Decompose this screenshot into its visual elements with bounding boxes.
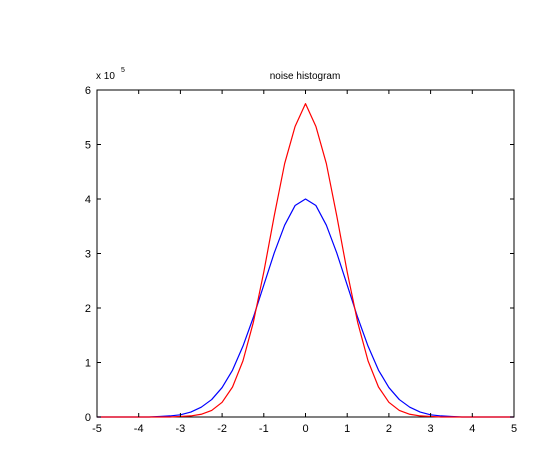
y-axis: 0 1 2 3 4 5 6: [85, 85, 514, 424]
x-tick-label: -5: [92, 423, 102, 435]
x-tick-label: -3: [176, 423, 186, 435]
x-tick-label: 4: [469, 423, 475, 435]
x-tick-label: -4: [134, 423, 144, 435]
y-tick-label: 6: [85, 85, 91, 97]
y-tick-label: 1: [85, 358, 91, 370]
y-scale-exponent: 5: [121, 67, 125, 74]
x-tick-label: 0: [302, 423, 308, 435]
y-tick-label: 5: [85, 140, 91, 152]
x-tick-label: -2: [217, 423, 227, 435]
x-axis: -5 -4 -3 -2 -1 0 1 2 3 4 5: [92, 90, 517, 435]
y-scale-factor: x 10 5: [96, 67, 125, 82]
plot-area-frame: [96, 89, 515, 418]
series-layer: [97, 103, 514, 418]
y-scale-multiplier: x 10: [96, 71, 115, 82]
x-tick-label: 2: [386, 423, 392, 435]
x-tick-label: 5: [511, 423, 517, 435]
y-tick-label: 4: [85, 194, 91, 206]
y-tick-label: 0: [85, 412, 91, 424]
x-tick-label: 1: [344, 423, 350, 435]
y-tick-label: 3: [85, 249, 91, 261]
x-tick-label: 3: [428, 423, 434, 435]
series-line-1: [97, 103, 514, 418]
series-line-0: [97, 198, 514, 418]
y-tick-label: 2: [85, 303, 91, 315]
chart-title: noise histogram: [270, 71, 341, 82]
x-tick-label: -1: [259, 423, 269, 435]
